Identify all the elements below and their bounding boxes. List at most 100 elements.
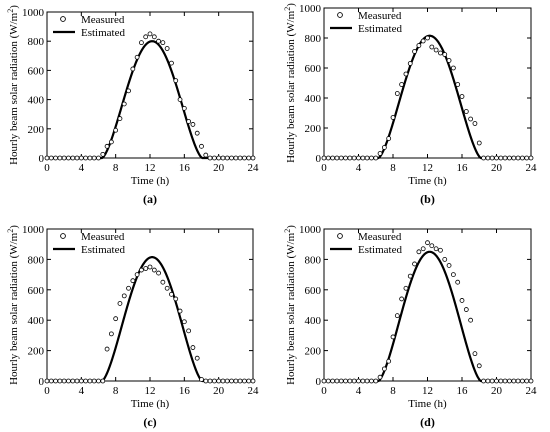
y-tick-label: 400 [305,315,322,327]
measured-point [74,378,80,384]
measured-point [489,155,495,161]
measured-point [108,331,114,337]
measured-point [96,378,101,384]
measured-point [446,263,452,268]
measured-point [203,378,209,384]
measured-point [246,378,252,384]
measured-point [356,155,361,161]
measured-point [57,378,63,384]
x-tick-label: 20 [213,162,225,174]
measured-point [96,155,101,161]
measured-point [502,378,508,384]
measured-point [139,40,144,46]
measured-point [194,130,200,136]
measured-point [233,155,239,161]
measured-point [186,119,192,124]
measured-point [220,155,226,161]
measured-point [173,78,179,84]
measured-point [390,115,396,120]
measured-point [113,127,119,133]
y-axis-label-text: Hourly beam solar radiation (W/m [285,232,297,385]
measured-point [242,155,247,161]
measured-point [347,155,353,161]
measured-point [246,155,252,161]
measured-point [459,94,465,99]
measured-point [181,319,187,325]
legend-estimated-label: Estimated [358,23,402,35]
measured-point [433,47,439,53]
measured-point [330,378,336,384]
x-tick-label: 4 [79,385,85,397]
panel-label: (b) [420,192,435,206]
measured-point [511,378,517,384]
measured-point [343,378,348,384]
measured-point [412,49,417,54]
measured-point [237,378,243,384]
y-tick-label: 1000 [299,3,322,15]
y-tick-label: 800 [305,254,322,266]
measured-point [511,155,517,161]
legend-measured-label: Measured [81,231,125,243]
estimated-series-line [324,250,531,383]
measured-point [481,378,486,384]
y-axis-label-superscript: 2 [6,229,15,233]
y-axis-label-text: Hourly beam solar radiation (W/m [285,10,297,163]
x-tick-label: 8 [390,385,396,397]
legend-measured-marker [60,233,66,239]
y-axis-label-superscript: 2 [283,7,292,11]
measured-point [494,378,499,384]
measured-point [325,378,331,384]
measured-point [190,122,196,127]
measured-point [498,155,504,161]
measured-point [207,155,213,161]
measured-point [515,378,521,384]
measured-point [78,155,84,161]
x-tick-label: 4 [79,162,85,174]
measured-point [177,308,183,314]
y-axis-label-superscript: 2 [6,9,15,13]
legend-measured-label: Measured [358,231,402,243]
measured-point [373,155,379,161]
measured-point [494,155,499,161]
legend-measured-label: Measured [358,10,402,22]
x-tick-label: 24 [526,162,538,174]
measured-point [44,155,50,161]
measured-point [381,145,387,150]
measured-point [156,270,161,276]
y-tick-label: 400 [305,93,322,105]
x-tick-label: 16 [457,162,469,174]
x-tick-label: 4 [356,162,362,174]
measured-point [121,101,127,107]
measured-point [151,267,157,273]
measured-point [143,266,149,271]
measured-point [207,378,213,384]
measured-point [224,155,230,161]
estimated-series-line [47,40,253,160]
measured-point [502,155,508,161]
measured-point [489,378,495,384]
y-tick-label: 200 [305,123,322,135]
measured-point [139,267,144,273]
panel-label: (c) [143,415,156,429]
measured-point [334,378,340,384]
measured-point [450,65,456,71]
measured-point [360,155,366,161]
measured-point [190,345,196,350]
measured-point [369,378,374,384]
measured-point [416,249,422,255]
legend-measured-marker [337,233,343,239]
measured-point [70,155,76,161]
measured-point [403,285,409,291]
measured-point [130,278,136,284]
measured-point [321,378,327,384]
legend-measured-label: Measured [81,14,125,26]
measured-point [438,50,443,56]
measured-point [386,358,392,364]
measured-point [117,116,123,121]
measured-point [377,374,383,380]
measured-point [83,378,89,384]
x-tick-label: 12 [145,162,156,174]
measured-point [373,378,379,384]
measured-point [66,155,71,161]
x-tick-label: 20 [213,385,225,397]
